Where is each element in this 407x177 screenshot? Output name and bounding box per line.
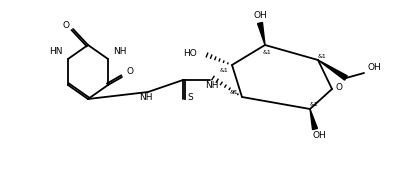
Text: O: O bbox=[335, 82, 343, 92]
Text: OH: OH bbox=[253, 12, 267, 21]
Text: NH: NH bbox=[139, 93, 153, 102]
Text: &1: &1 bbox=[229, 90, 238, 95]
Text: S: S bbox=[187, 93, 193, 101]
Text: OH: OH bbox=[312, 130, 326, 139]
Text: &1: &1 bbox=[317, 53, 326, 59]
Polygon shape bbox=[318, 60, 347, 80]
Text: HO: HO bbox=[183, 48, 197, 58]
Text: NH: NH bbox=[113, 47, 127, 56]
Polygon shape bbox=[258, 22, 265, 45]
Text: OH: OH bbox=[367, 64, 381, 73]
Polygon shape bbox=[310, 109, 317, 130]
Text: O: O bbox=[127, 67, 133, 76]
Text: NH: NH bbox=[205, 81, 219, 90]
Text: O: O bbox=[63, 21, 70, 30]
Text: &1: &1 bbox=[219, 67, 228, 73]
Text: &1: &1 bbox=[263, 50, 271, 55]
Text: HN: HN bbox=[50, 47, 63, 56]
Text: &1: &1 bbox=[310, 102, 318, 107]
